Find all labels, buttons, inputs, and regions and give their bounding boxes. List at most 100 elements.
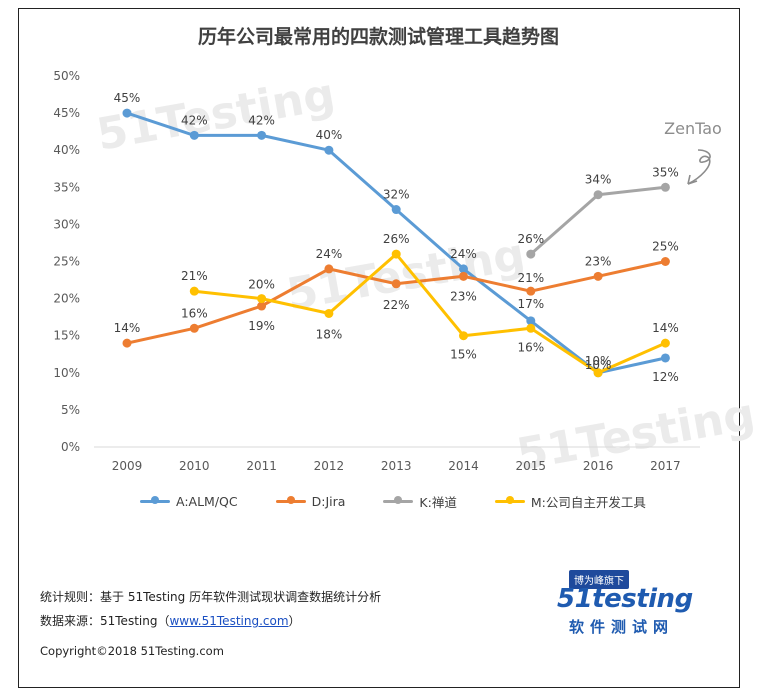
legend-label: M:公司自主开发工具	[530, 494, 646, 510]
data-label: 10%	[585, 358, 612, 372]
y-tick-label: 45%	[53, 106, 80, 120]
data-point	[391, 279, 401, 289]
data-label: 34%	[585, 173, 612, 187]
data-point	[526, 323, 536, 333]
data-label: 45%	[114, 91, 141, 105]
y-tick-label: 40%	[53, 143, 80, 157]
y-tick-label: 50%	[53, 69, 80, 83]
x-tick-label: 2015	[516, 459, 547, 473]
data-point	[324, 308, 334, 318]
logo-wordmark: 51testing	[557, 584, 693, 614]
data-point	[459, 264, 468, 274]
y-tick-label: 35%	[53, 180, 80, 194]
data-point	[660, 182, 670, 192]
data-label: 26%	[383, 232, 410, 246]
data-label: 24%	[316, 247, 343, 261]
y-tick-label: 25%	[53, 255, 80, 269]
data-label: 23%	[450, 289, 477, 303]
data-point	[526, 286, 536, 296]
data-label: 14%	[652, 321, 679, 335]
legend-label: D:Jira	[311, 493, 346, 509]
annotation-arrow	[687, 149, 711, 185]
data-label: 32%	[383, 188, 410, 202]
legend-label: A:ALM/QC	[176, 493, 238, 509]
data-label: 16%	[517, 340, 544, 354]
data-point	[122, 338, 132, 348]
data-label: 10%	[585, 354, 612, 368]
data-point	[189, 323, 199, 333]
legend: A:ALM/QC D:Jira K:禅道 M:公司自主开发工具	[140, 491, 660, 511]
source-prefix: 数据来源：51Testing（	[40, 614, 170, 628]
legend-label: K:禅道	[419, 494, 457, 510]
legend-item: D:Jira	[275, 493, 346, 509]
y-tick-label: 15%	[53, 329, 80, 343]
data-label: 42%	[248, 113, 275, 127]
data-label: 23%	[585, 254, 612, 268]
y-tick-label: 0%	[61, 440, 80, 454]
legend-swatch	[140, 496, 170, 504]
data-point	[391, 205, 401, 215]
legend-item: M:公司自主开发工具	[494, 492, 646, 511]
x-tick-label: 2017	[650, 459, 681, 473]
x-tick-label: 2011	[246, 459, 277, 473]
data-label: 24%	[450, 247, 477, 261]
source-link[interactable]: www.51Testing.com	[169, 614, 289, 628]
data-label: 14%	[114, 321, 141, 335]
series-line	[194, 252, 667, 375]
y-tick-label: 5%	[61, 403, 80, 417]
data-label: 22%	[383, 298, 410, 312]
x-tick-label: 2014	[448, 459, 479, 473]
data-point	[257, 301, 267, 311]
data-label: 42%	[181, 113, 208, 127]
y-axis: 0% 5% 10% 15% 20% 25% 30% 35% 40% 45% 50%	[53, 69, 80, 454]
data-point	[391, 249, 401, 259]
watermark-text: 51Testing	[513, 389, 757, 481]
series-layer	[122, 108, 670, 378]
footnote-source: 数据来源：51Testing（www.51Testing.com）	[40, 612, 301, 629]
x-tick-label: 2009	[112, 459, 143, 473]
data-label: 17%	[517, 297, 544, 311]
x-tick-label: 2012	[314, 459, 345, 473]
data-point	[593, 271, 603, 281]
brand-logo[interactable]: 博为峰旗下 51testing 软件测试网	[555, 570, 693, 638]
annotation-arrowhead	[687, 174, 698, 185]
data-label: 16%	[181, 306, 208, 320]
data-label: 20%	[248, 278, 275, 292]
data-point	[324, 145, 334, 155]
data-point	[122, 108, 132, 118]
chart-title: 历年公司最常用的四款测试管理工具趋势图	[197, 26, 559, 48]
data-point	[324, 264, 334, 274]
data-label: 19%	[248, 319, 275, 333]
data-label: 18%	[316, 327, 343, 341]
legend-item: K:禅道	[383, 492, 457, 511]
data-point	[257, 130, 267, 140]
data-label: 21%	[181, 269, 208, 283]
data-label: 15%	[450, 348, 477, 362]
chart-frame	[18, 8, 740, 688]
logo-tag: 博为峰旗下	[569, 570, 629, 589]
legend-swatch	[275, 496, 306, 504]
data-point	[459, 271, 468, 281]
footnote-method: 统计规则：基于 51Testing 历年软件测试现状调查数据统计分析	[40, 590, 382, 604]
data-point	[660, 353, 670, 363]
data-point	[189, 130, 199, 140]
x-axis: 2009 2010 2011 2012 2013 2014 2015 2016 2017	[112, 459, 681, 473]
data-point	[526, 316, 536, 326]
x-tick-label: 2010	[179, 459, 210, 473]
x-tick-label: 2013	[381, 459, 412, 473]
data-labels: 45% 42% 42% 40% 32% 24% 17% 10% 12% 14% 16% 19% 24% 2…	[114, 91, 679, 384]
data-label: 35%	[652, 165, 679, 179]
data-point	[526, 249, 536, 259]
y-tick-label: 30%	[53, 217, 80, 231]
legend-swatch	[383, 496, 414, 504]
data-point	[660, 338, 670, 348]
data-label: 21%	[517, 271, 544, 285]
y-tick-label: 20%	[53, 292, 80, 306]
annotation-text: ZenTao	[664, 119, 722, 138]
data-point	[189, 286, 199, 296]
logo-subtitle: 软件测试网	[569, 618, 675, 636]
data-point	[593, 368, 603, 378]
copyright: Copyright©2018 51Testing.com	[40, 644, 224, 658]
data-label: 40%	[316, 128, 343, 142]
